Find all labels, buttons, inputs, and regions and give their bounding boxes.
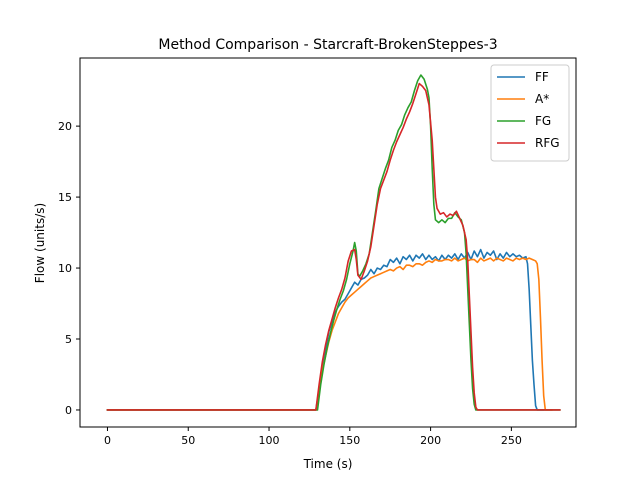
- chart-title: Method Comparison - Starcraft-BrokenStep…: [158, 37, 497, 53]
- legend-label: FG: [535, 114, 551, 128]
- legend-label: FF: [535, 70, 549, 84]
- x-tick-label: 250: [501, 434, 522, 447]
- y-axis-label: Flow (units/s): [33, 203, 47, 283]
- x-axis-label: Time (s): [303, 457, 353, 471]
- legend-box: [490, 64, 570, 162]
- series-lines: [106, 74, 561, 411]
- y-tick-label: 15: [58, 191, 72, 204]
- y-axis: 0 5 10 15 20: [58, 120, 80, 417]
- x-axis: 0 50 100 150 200 250: [104, 427, 522, 447]
- y-tick-label: 20: [58, 120, 72, 133]
- series-line-ff0: [106, 248, 545, 411]
- x-tick-label: 100: [259, 434, 280, 447]
- x-tick-label: 200: [420, 434, 441, 447]
- x-tick-label: 150: [339, 434, 360, 447]
- y-tick-label: 10: [58, 262, 72, 275]
- x-tick-label: 50: [181, 434, 195, 447]
- series-line-a1: [106, 257, 553, 411]
- legend-label: RFG: [535, 136, 560, 150]
- axes-frame: [79, 57, 577, 428]
- plot-area: [79, 57, 577, 428]
- y-tick-label: 0: [65, 404, 72, 417]
- x-tick-label: 0: [104, 434, 111, 447]
- series-line-rfg3: [106, 82, 561, 411]
- legend: FF A* FG RFG: [490, 64, 570, 162]
- y-tick-label: 5: [65, 333, 72, 346]
- legend-label: A*: [535, 92, 549, 106]
